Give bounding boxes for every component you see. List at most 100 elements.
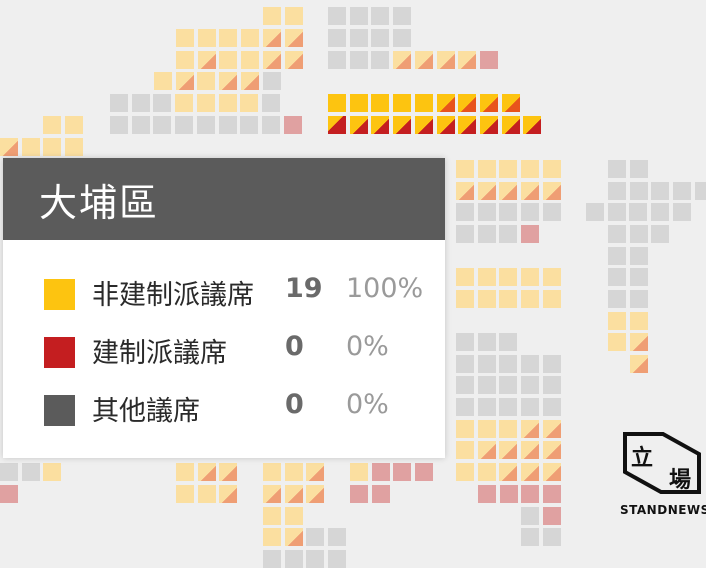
seat-tile	[521, 485, 539, 503]
seat-tile	[372, 485, 390, 503]
seat-tile	[65, 116, 83, 134]
seat-tile	[478, 485, 496, 503]
seat-tile	[285, 51, 303, 69]
seat-tile	[543, 485, 561, 503]
seat-tile	[499, 420, 517, 438]
seat-tile	[328, 116, 346, 134]
seat-tile	[543, 463, 561, 481]
seat-tile	[630, 247, 648, 265]
seat-tile	[521, 160, 539, 178]
seat-tile	[263, 507, 281, 525]
seat-tile	[306, 528, 324, 546]
seat-tile	[350, 485, 368, 503]
seat-tile	[415, 116, 433, 134]
seat-tile	[285, 550, 303, 568]
seat-count: 0	[285, 331, 304, 362]
seat-tile	[456, 376, 474, 394]
seat-tile	[198, 485, 216, 503]
seat-tile	[499, 376, 517, 394]
seat-tile	[306, 463, 324, 481]
seat-tile	[219, 94, 237, 112]
seat-tile	[198, 51, 216, 69]
seat-tile	[499, 268, 517, 286]
legend-row-non-establishment: 非建制派議席 19 100%	[3, 270, 445, 311]
seat-tile	[456, 268, 474, 286]
seat-tile	[437, 116, 455, 134]
seat-tile	[543, 355, 561, 373]
seat-tile	[543, 441, 561, 459]
seat-tile	[543, 376, 561, 394]
seat-tile	[285, 528, 303, 546]
seat-tile	[456, 290, 474, 308]
seat-tile	[263, 72, 281, 90]
seat-tile	[478, 160, 496, 178]
seat-tile	[456, 182, 474, 200]
seat-tile	[415, 463, 433, 481]
seat-tile	[241, 51, 259, 69]
seat-tile	[110, 116, 128, 134]
seat-tile	[176, 72, 194, 90]
seat-tile	[456, 398, 474, 416]
seat-tile	[695, 182, 706, 200]
seat-tile	[630, 225, 648, 243]
seat-tile	[132, 94, 150, 112]
seat-tile	[478, 225, 496, 243]
swatch-other	[44, 395, 75, 426]
seat-tile	[350, 116, 368, 134]
seat-tile	[263, 528, 281, 546]
seat-tile	[608, 225, 626, 243]
seat-tile	[478, 203, 496, 221]
seat-tile	[608, 312, 626, 330]
seat-tile	[586, 203, 604, 221]
seat-tile	[478, 441, 496, 459]
seat-tile	[543, 420, 561, 438]
seat-tile	[608, 290, 626, 308]
seat-percent: 100%	[346, 273, 424, 304]
logo-wordmark: STANDNEWS	[620, 503, 706, 517]
seat-tile	[478, 182, 496, 200]
seat-tile	[43, 463, 61, 481]
seat-tile	[456, 420, 474, 438]
seat-tile	[153, 116, 171, 134]
seat-tile	[328, 29, 346, 47]
seat-tile	[284, 116, 302, 134]
legend-label: 其他議席	[92, 396, 200, 427]
seat-tile	[630, 268, 648, 286]
seat-tile	[263, 463, 281, 481]
seat-tile	[499, 333, 517, 351]
seat-tile	[502, 94, 520, 112]
seat-tile	[219, 463, 237, 481]
seat-tile	[176, 51, 194, 69]
seat-tile	[175, 94, 193, 112]
seat-count: 19	[285, 273, 323, 304]
seat-tile	[175, 116, 193, 134]
seat-tile	[673, 182, 691, 200]
seat-tile	[263, 550, 281, 568]
seat-tile	[393, 94, 411, 112]
seat-percent: 0%	[346, 331, 389, 362]
seat-tile	[176, 463, 194, 481]
seat-tile	[350, 7, 368, 25]
seat-tile	[651, 225, 669, 243]
seat-tile	[630, 355, 648, 373]
seat-tile	[499, 290, 517, 308]
seat-tile	[499, 160, 517, 178]
seat-tile	[630, 312, 648, 330]
seat-tile	[608, 160, 626, 178]
seat-tile	[630, 290, 648, 308]
seat-tile	[456, 463, 474, 481]
seat-tile	[543, 203, 561, 221]
seat-tile	[153, 94, 171, 112]
seat-tile	[285, 507, 303, 525]
seat-tile	[630, 160, 648, 178]
seat-tile	[0, 485, 18, 503]
seat-tile	[543, 398, 561, 416]
seat-tile	[500, 485, 518, 503]
seat-tile	[630, 333, 648, 351]
seat-tile	[219, 29, 237, 47]
seat-tile	[262, 94, 280, 112]
seat-tile	[521, 268, 539, 286]
seat-tile	[478, 376, 496, 394]
seat-tile	[456, 333, 474, 351]
